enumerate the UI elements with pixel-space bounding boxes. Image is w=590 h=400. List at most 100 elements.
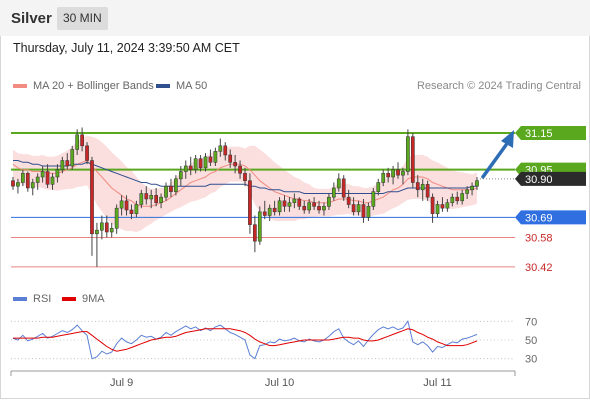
candle	[223, 142, 228, 161]
legend-ma50-label: MA 50	[176, 80, 208, 92]
candle-body	[401, 171, 405, 176]
rsi-tick-50: 50	[525, 335, 537, 347]
candle	[60, 156, 65, 174]
candle	[178, 166, 183, 187]
candle-body	[119, 200, 124, 209]
candle-body	[178, 171, 183, 180]
candle-body	[159, 196, 163, 203]
candle	[445, 199, 450, 212]
time-axis-label: Jul 11	[423, 377, 452, 389]
candle	[396, 162, 400, 179]
candle	[267, 204, 272, 221]
candle-body	[114, 207, 119, 229]
candle	[233, 155, 237, 174]
time-axis: Jul 9 Jul 10 Jul 11	[10, 370, 516, 389]
candle	[351, 197, 356, 216]
candle	[208, 149, 213, 166]
candle-body	[223, 145, 228, 156]
level-label-30-58: 30.58	[525, 233, 553, 245]
9ma-line	[13, 328, 478, 352]
price-levels	[11, 132, 515, 268]
candle	[406, 129, 410, 176]
candle-body	[371, 191, 376, 207]
candle	[420, 178, 425, 201]
candle-body	[149, 195, 154, 200]
candle	[164, 182, 168, 201]
candle	[327, 193, 331, 210]
candle-body	[341, 178, 346, 198]
timeframe-button[interactable]: 30 MIN	[57, 7, 108, 30]
candle-body	[144, 193, 149, 200]
candle-body	[450, 196, 455, 203]
candle-body	[198, 158, 203, 169]
candle-body	[90, 160, 94, 235]
candle-body	[351, 204, 356, 213]
candle	[85, 142, 89, 165]
candle	[435, 200, 440, 218]
candle-body	[406, 136, 410, 172]
candle	[302, 200, 307, 214]
candles	[11, 127, 479, 267]
forecast-arrow	[481, 130, 514, 179]
candle-body	[164, 185, 168, 198]
candle	[366, 202, 371, 221]
candle-body	[30, 182, 35, 189]
time-axis-label: Jul 10	[265, 377, 294, 389]
candle	[277, 197, 282, 216]
level-label-30-69-tag	[515, 210, 586, 225]
candle	[336, 173, 341, 192]
rsi-swatch	[13, 297, 27, 301]
candle	[134, 200, 139, 218]
candle-body	[65, 160, 70, 167]
candle	[159, 193, 163, 209]
candle	[282, 195, 287, 212]
candle-body	[60, 160, 65, 170]
candle	[193, 155, 198, 174]
candle-body	[267, 207, 272, 216]
candle	[25, 171, 30, 192]
candle-body	[104, 222, 109, 233]
chart-datetime: Thursday, July 11, 2024 3:39:50 AM CET	[13, 41, 240, 55]
level-label-30-90-text: 30.90	[525, 174, 553, 186]
candle-body	[292, 198, 297, 203]
candle	[129, 204, 134, 220]
candle-body	[475, 180, 479, 187]
candle	[287, 197, 292, 212]
candle-body	[109, 228, 114, 233]
candle-body	[376, 182, 381, 192]
candle-body	[356, 204, 361, 213]
level-label-30-42: 30.42	[525, 262, 553, 274]
rsi-tick-70: 70	[525, 316, 537, 328]
candle-body	[302, 206, 307, 211]
symbol-title: Silver	[11, 10, 52, 27]
candle	[174, 175, 178, 196]
candle	[104, 215, 109, 238]
research-credit: Research © 2024 Trading Central	[416, 80, 581, 92]
candle-body	[445, 202, 450, 209]
candle	[272, 200, 277, 216]
candle	[109, 222, 114, 238]
candle	[228, 149, 233, 168]
candle	[188, 156, 193, 176]
candle-body	[425, 184, 430, 198]
candle-body	[238, 165, 242, 174]
candle	[410, 133, 415, 188]
candle	[65, 153, 70, 170]
candle-body	[183, 165, 188, 172]
rsi-panel: 70 50 30	[11, 316, 537, 366]
candle-body	[25, 173, 30, 189]
candle-body	[124, 200, 129, 211]
candle-body	[257, 211, 262, 242]
level-label-30-69: 30.69	[515, 210, 586, 225]
candle-body	[129, 209, 134, 214]
candle-body	[95, 229, 99, 235]
legend-ma50: MA 50	[156, 80, 207, 92]
candle	[243, 167, 247, 187]
candle-body	[253, 224, 257, 242]
candle-body	[80, 134, 84, 147]
candle-body	[277, 200, 282, 213]
candle	[415, 175, 420, 198]
candle-body	[100, 222, 104, 231]
